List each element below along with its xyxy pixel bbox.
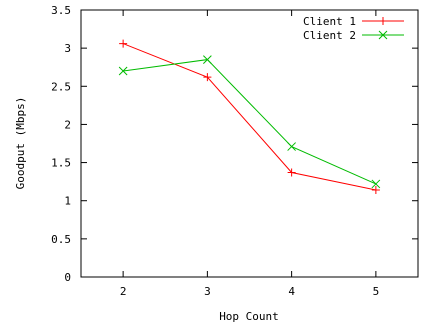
legend-marker-1: [379, 17, 387, 25]
x-tick-label: 2: [120, 285, 127, 298]
series-layer: [118, 39, 381, 195]
x-tick-label: 5: [373, 285, 380, 298]
series-1-point: [203, 73, 212, 82]
x-axis-label: Hop Count: [219, 310, 279, 323]
series-2-point: [118, 66, 128, 76]
legend-label-1: Client 1: [303, 15, 356, 28]
y-tick-label: 3: [64, 42, 71, 55]
legend-label-2: Client 2: [303, 29, 356, 42]
series-1-point: [119, 39, 128, 48]
axis-ticks: 0 0.5 1 1.5 2 2.5 3 3.5 2 3 4 5: [51, 4, 418, 298]
y-tick-label: 1: [64, 195, 71, 208]
y-tick-label: 2.5: [51, 80, 71, 93]
y-tick-label: 1.5: [51, 157, 71, 170]
plot-frame: [80, 9, 419, 278]
legend-marker-2: [378, 30, 388, 40]
series-2-point: [287, 142, 296, 151]
y-axis-label: Goodput (Mbps): [14, 97, 27, 190]
series-2-line: [123, 59, 377, 185]
series-1: [119, 39, 380, 195]
series-1-point: [287, 168, 296, 177]
x-tick-label: 4: [288, 285, 295, 298]
x-tick-label: 3: [204, 285, 211, 298]
series-2-point: [203, 55, 212, 64]
series-2-point: [371, 179, 381, 189]
y-tick-label: 2: [64, 118, 71, 131]
series-1-point: [371, 186, 380, 195]
y-tick-label: 0: [64, 271, 71, 284]
series-2: [118, 55, 381, 189]
y-tick-label: 0.5: [51, 233, 71, 246]
series-1-line: [122, 43, 376, 191]
y-tick-label: 3.5: [51, 4, 71, 17]
